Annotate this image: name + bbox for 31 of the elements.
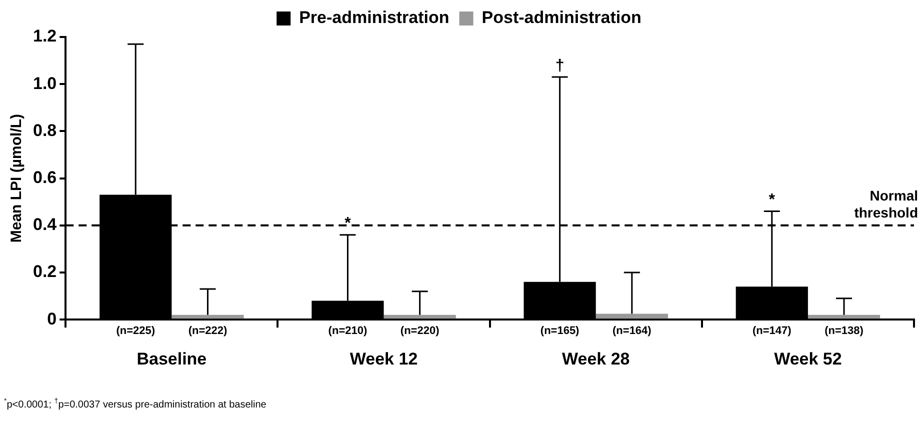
annotation: *: [768, 192, 776, 209]
y-tick-label: 1.2: [32, 26, 57, 46]
y-tick-label: 0.4: [32, 215, 58, 234]
y-axis-title: Mean LPI (µmol/L): [8, 114, 26, 243]
bar: [384, 314, 456, 319]
legend-label: Pre-administration: [299, 8, 450, 28]
annotation: (n=147): [752, 325, 792, 338]
y-tick-label: 1.0: [32, 74, 57, 93]
x-tick-label: Week 52: [774, 349, 842, 368]
y-tick-label: 0: [47, 309, 57, 328]
x-tick-label: Week 28: [562, 349, 630, 368]
annotation: (n=222): [188, 325, 228, 338]
x-tick-label: Week 12: [350, 349, 418, 368]
annotation: †: [555, 57, 564, 74]
annotation: (n=165): [540, 325, 580, 338]
y-tick-label: 0.6: [32, 168, 57, 187]
bar: [172, 314, 244, 319]
y-tick-label: 0.2: [32, 262, 57, 282]
annotation: (n=138): [824, 325, 864, 338]
annotation: (n=220): [400, 325, 440, 338]
x-tick-label: Baseline: [136, 349, 207, 368]
annotation: (n=210): [328, 325, 368, 338]
bar: [808, 314, 880, 319]
annotation: *: [344, 215, 352, 232]
text: $^{*}$p<0.0001; $^{†}$p=0.0037 versus pre-administration at baseline: [4, 398, 266, 410]
y-tick-label: 0.8: [32, 120, 57, 140]
legend-label: Post-administration: [482, 8, 642, 28]
annotation: (n=225): [116, 325, 156, 338]
bar: [596, 314, 668, 319]
annotation: (n=164): [612, 325, 652, 338]
ref-line-label: Normal threshold: [854, 187, 918, 220]
